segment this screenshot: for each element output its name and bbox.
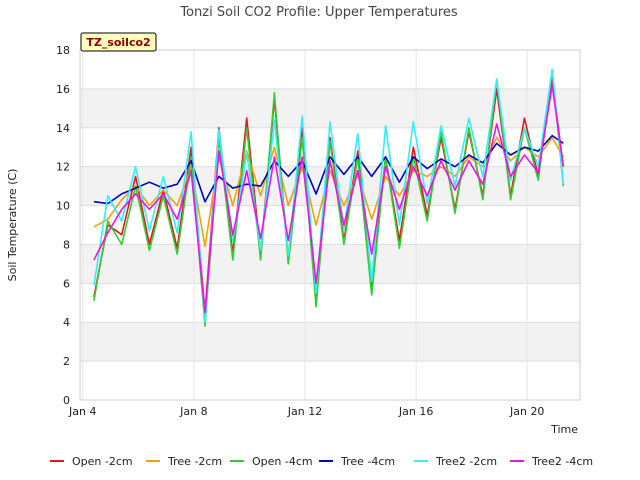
- legend-item: Tree -2cm: [146, 455, 222, 468]
- x-tick-label: Jan 4: [68, 405, 96, 418]
- x-tick-label: Jan 8: [179, 405, 207, 418]
- legend-item: Tree2 -4cm: [510, 455, 593, 468]
- y-tick-label: 10: [56, 200, 70, 213]
- grid-band: [80, 322, 580, 362]
- legend-label: Tree -2cm: [167, 455, 222, 468]
- site-badge-text: TZ_soilco2: [86, 36, 150, 49]
- series-line-open-4cm: [93, 68, 565, 327]
- x-tick-label: Jan 12: [287, 405, 322, 418]
- y-axis-ticks: 0 2 4 6 8 10 12 14 16 18: [56, 44, 70, 407]
- axes: [79, 49, 581, 401]
- legend-label: Open -4cm: [252, 455, 313, 468]
- plot-frame: [79, 49, 581, 401]
- series-line-tree2-4cm: [93, 84, 565, 314]
- x-axis-label: Time: [550, 423, 578, 436]
- legend-label: Tree -4cm: [340, 455, 395, 468]
- legend-item: Tree2 -2cm: [414, 455, 497, 468]
- y-tick-label: 0: [63, 394, 70, 407]
- series-line-tree-4cm: [93, 134, 564, 205]
- y-axis-label: Soil Temperature (C): [6, 169, 19, 282]
- legend: Open -2cm Tree -2cm Open -4cm Tree -4cm Tree…: [50, 455, 593, 468]
- y-tick-label: 14: [56, 122, 70, 135]
- legend-item: Tree -4cm: [319, 455, 395, 468]
- x-tick-label: Jan 16: [398, 405, 433, 418]
- site-badge: TZ_soilco2: [80, 32, 157, 52]
- legend-label: Open -2cm: [72, 455, 133, 468]
- legend-item: Open -4cm: [230, 455, 313, 468]
- series-line-tree2-2cm: [93, 68, 565, 324]
- series-lines: [93, 68, 565, 327]
- y-tick-label: 12: [56, 161, 70, 174]
- y-tick-label: 4: [63, 316, 70, 329]
- y-tick-label: 16: [56, 83, 70, 96]
- grid-band: [80, 244, 580, 284]
- chart-title: Tonzi Soil CO2 Profile: Upper Temperatur…: [179, 5, 458, 20]
- legend-label: Tree2 -4cm: [531, 455, 593, 468]
- y-tick-label: 18: [56, 44, 70, 57]
- y-tick-label: 6: [63, 277, 70, 290]
- y-tick-label: 2: [63, 355, 70, 368]
- y-tick-label: 8: [63, 238, 70, 251]
- x-axis-ticks: Jan 4 Jan 8 Jan 12 Jan 16 Jan 20: [68, 405, 544, 418]
- legend-label: Tree2 -2cm: [435, 455, 497, 468]
- legend-item: Open -2cm: [50, 455, 133, 468]
- x-tick-label: Jan 20: [509, 405, 544, 418]
